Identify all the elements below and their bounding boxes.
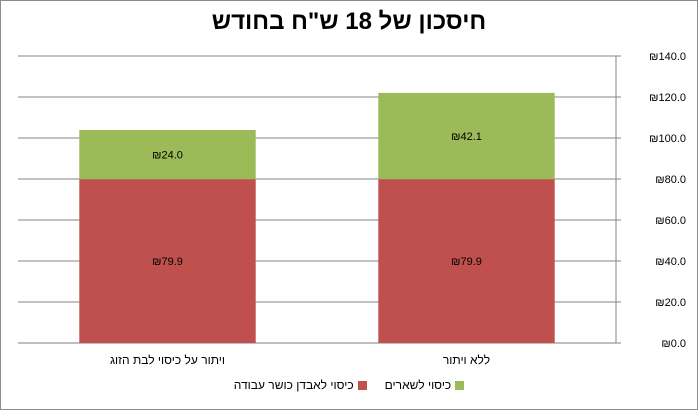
bar-segment [378,179,555,343]
x-tick-labels: ויתור על כיסוי לבת הזוג ללא ויתור [110,353,490,367]
y-tick-label: ₪80.0 [655,174,686,186]
data-label: ₪42.1 [451,131,482,143]
bar-segment [378,92,555,180]
legend-swatch-survivors [455,380,465,390]
legend-item-survivors: כיסוי לשארים [385,378,465,392]
y-tick-label: ₪60.0 [655,215,686,227]
bar-segment [79,130,256,180]
data-label: ₪24.0 [152,150,183,162]
data-label: ₪79.9 [152,256,183,268]
legend-swatch-disability [357,380,367,390]
y-tick-label: ₪20.0 [655,297,686,309]
x-tick-label: ויתור על כיסוי לבת הזוג [110,353,225,367]
y-tick-label: ₪140.0 [649,51,686,63]
legend-label-survivors: כיסוי לשארים [384,378,452,392]
chart-title: חיסכון של 18 ש"ח בחודש [211,8,487,35]
y-tick-label: ₪40.0 [655,256,686,268]
y-tick-labels: ₪0.0 ₪20.0 ₪40.0 ₪60.0 ₪80.0 ₪100.0 ₪120.0 ₪140… [649,51,686,350]
y-tick-label: ₪100.0 [649,133,686,145]
legend-label-disability: כיסוי לאבדן כושר עבודה [233,378,354,392]
x-tick-label: ללא ויתור [443,353,490,367]
bars: ₪79.9 ₪24.0 ₪79.9 ₪42.1 [79,92,555,343]
legend: כיסוי לשארים כיסוי לאבדן כושר עבודה [0,378,698,392]
y-tick-label: ₪0.0 [661,338,686,350]
legend-item-disability: כיסוי לאבדן כושר עבודה [234,378,367,392]
bar-segment [79,179,256,343]
y-tick-label: ₪120.0 [649,92,686,104]
data-label: ₪79.9 [451,256,482,268]
